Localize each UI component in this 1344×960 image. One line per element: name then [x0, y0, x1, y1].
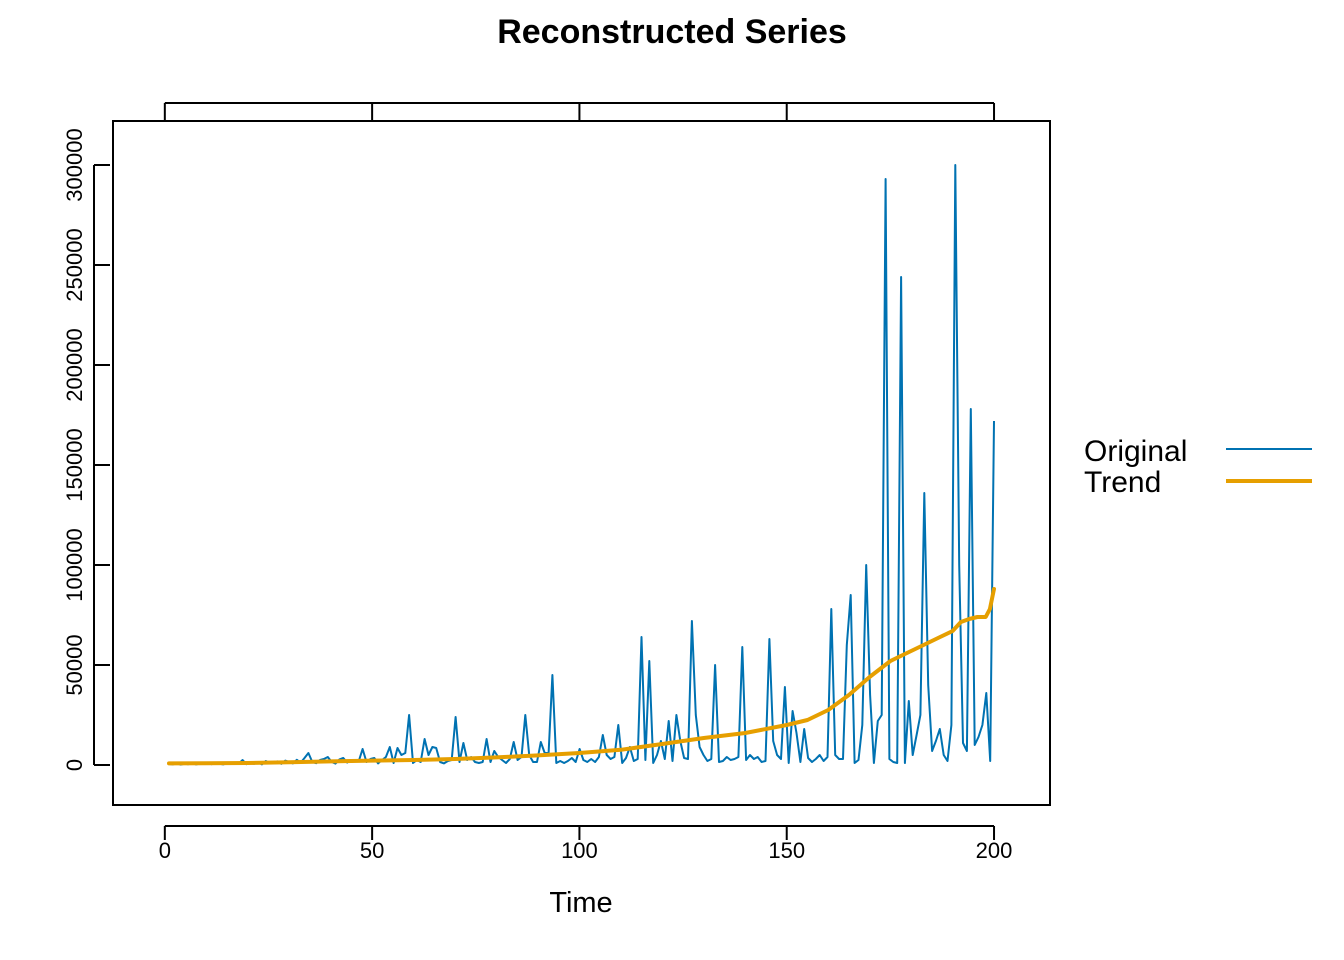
y-tick-label-1: 50000	[62, 634, 87, 695]
x-axis: 0 50 100 150 200	[159, 825, 1013, 863]
series-trend-line	[167, 587, 996, 766]
y-axis: 0 50000 100000 150000 200000 250000 300000	[62, 128, 110, 771]
y-tick-label-6: 300000	[62, 128, 87, 201]
legend: Original Trend	[1084, 435, 1312, 499]
y-tick-label-5: 250000	[62, 228, 87, 301]
x-tick-label-0: 0	[159, 838, 171, 863]
x-tick-label-1: 50	[360, 838, 384, 863]
x-axis-label: Time	[549, 887, 612, 919]
y-tick-label-0: 0	[62, 759, 87, 771]
series-layer	[167, 164, 996, 766]
plot-frame	[112, 120, 1051, 806]
x-tick-label-4: 200	[976, 838, 1013, 863]
x-tick-label-3: 150	[768, 838, 805, 863]
y-tick-label-3: 150000	[62, 428, 87, 501]
chart-title: Reconstructed Series	[497, 13, 847, 51]
legend-label-original: Original	[1084, 435, 1187, 468]
y-tick-label-4: 200000	[62, 328, 87, 401]
x-axis-top	[163, 102, 996, 121]
y-tick-label-2: 100000	[62, 528, 87, 601]
legend-label-trend: Trend	[1084, 466, 1161, 499]
x-tick-label-2: 100	[561, 838, 598, 863]
